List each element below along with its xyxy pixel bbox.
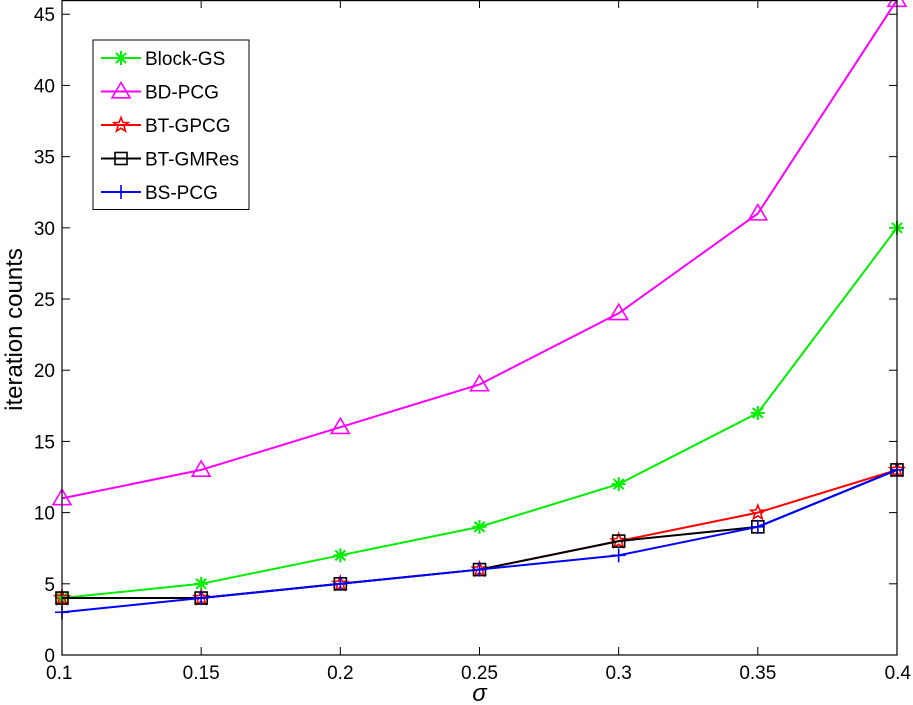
x-tick-label: 0.35 xyxy=(739,663,776,684)
legend-marker xyxy=(114,185,128,199)
y-tick-label: 20 xyxy=(34,361,55,382)
legend-entry-bd-pcg: BD-PCG xyxy=(101,80,219,104)
legend: Block-GS BD-PCG BT-GPCG BT-GMRes BS-PCG xyxy=(92,39,250,210)
data-point-bs-pcg xyxy=(194,591,209,606)
legend-entry-bt-gpcg: BT-GPCG xyxy=(101,115,231,137)
legend-label: Block-GS xyxy=(145,49,225,70)
series-block-gs xyxy=(55,220,904,606)
series-line-bs-pcg xyxy=(61,468,898,614)
data-point-bt-gmres xyxy=(611,534,626,548)
y-tick-label: 10 xyxy=(34,504,55,525)
x-tick-label: 0.2 xyxy=(327,663,353,684)
y-axis-ticks: 0 5 10 15 20 25 30 35 40 45 xyxy=(34,5,897,667)
legend-entry-block-gs: Block-GS xyxy=(101,49,225,70)
legend-entry-bt-gmres: BT-GMRes xyxy=(101,150,239,171)
series-bt-gmres xyxy=(55,463,904,605)
data-point-bs-pcg xyxy=(750,519,765,534)
x-tick-label: 0.1 xyxy=(46,663,72,684)
y-tick-label: 5 xyxy=(44,575,55,596)
x-tick-label: 0.25 xyxy=(461,663,498,684)
x-tick-label: 0.4 xyxy=(885,663,912,684)
data-point-bs-pcg xyxy=(333,576,348,591)
x-tick-label: 0.15 xyxy=(183,663,220,684)
x-tick-label: 0.3 xyxy=(605,663,631,684)
data-point-block-gs xyxy=(333,548,348,563)
series-line-block-gs xyxy=(61,227,898,600)
y-tick-label: 45 xyxy=(34,5,55,26)
data-point-bd-pcg xyxy=(608,302,630,321)
series-bd-pcg xyxy=(51,0,908,506)
data-point-bd-pcg xyxy=(747,203,769,221)
x-axis-label: σ xyxy=(472,680,488,705)
y-tick-label: 35 xyxy=(34,148,55,169)
y-tick-label: 0 xyxy=(44,646,55,667)
legend-label: BT-GPCG xyxy=(145,116,231,137)
data-point-bs-pcg xyxy=(611,548,626,563)
y-tick-label: 30 xyxy=(34,219,55,240)
y-tick-label: 15 xyxy=(34,432,55,453)
data-point-bt-gpcg xyxy=(748,502,768,521)
legend-marker xyxy=(114,51,128,65)
y-axis-label: iteration counts xyxy=(1,248,28,411)
data-point-bd-pcg xyxy=(190,459,212,477)
series-line-bt-gmres xyxy=(62,468,898,600)
series-layer xyxy=(51,0,908,620)
legend-marker xyxy=(110,80,132,99)
data-point-bs-pcg xyxy=(472,562,487,577)
plot-area-frame xyxy=(61,0,898,656)
data-point-block-gs xyxy=(750,405,765,420)
legend-marker xyxy=(114,151,128,166)
legend-label: BS-PCG xyxy=(145,183,218,204)
data-point-bd-pcg xyxy=(469,373,490,392)
series-bs-pcg xyxy=(55,462,904,620)
data-point-block-gs xyxy=(611,477,626,492)
y-tick-label: 40 xyxy=(34,76,55,97)
series-line-bd-pcg xyxy=(61,0,898,500)
y-tick-label: 25 xyxy=(34,290,55,311)
legend-marker xyxy=(111,115,131,133)
legend-entry-bs-pcg: BS-PCG xyxy=(101,183,218,204)
data-point-bd-pcg xyxy=(329,416,351,435)
legend-label: BT-GMRes xyxy=(145,150,239,171)
series-line-bt-gpcg xyxy=(62,468,898,600)
data-point-block-gs xyxy=(472,519,487,534)
legend-label: BD-PCG xyxy=(145,83,219,104)
